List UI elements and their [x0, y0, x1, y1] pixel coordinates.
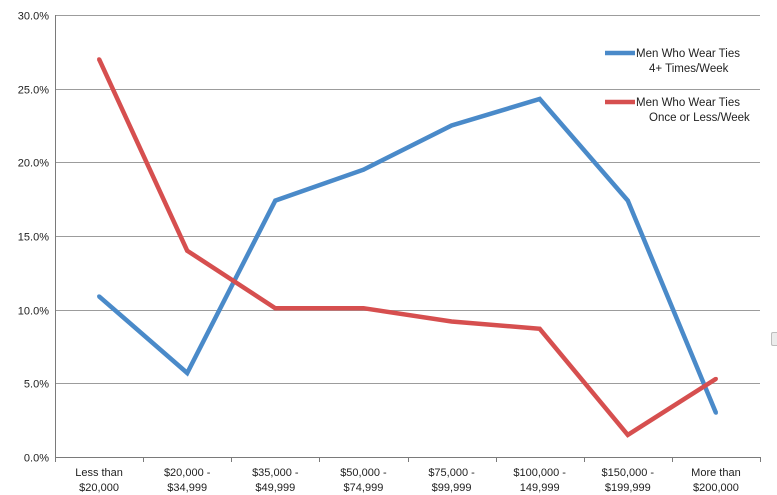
- x-axis-tick-labels: Less than $20,000 $20,000 - $34,999 $35,000 …: [75, 467, 740, 494]
- gridlines: [55, 15, 760, 384]
- data-point: [361, 306, 366, 311]
- data-point: [185, 371, 190, 376]
- x-tick-label-line: 149,999: [520, 482, 560, 494]
- x-tick-label-line: $74,999: [344, 482, 384, 494]
- x-tick-label-line: $20,000: [79, 482, 119, 494]
- series-line-1: [97, 96, 718, 414]
- x-tick-label: $20,000 - $34,999: [164, 467, 211, 494]
- x-tick-label-line: $49,999: [255, 482, 295, 494]
- x-tick-label: More than $200,000: [691, 467, 741, 494]
- x-tick-label: $150,000 - $199,999: [602, 467, 655, 494]
- legend-label-line: Men Who Wear Ties: [636, 97, 740, 109]
- x-tick-label-line: Less than: [75, 467, 123, 479]
- x-tick-label-line: $99,999: [432, 482, 472, 494]
- x-tick-label: $50,000 - $74,999: [340, 467, 387, 494]
- data-point: [97, 294, 102, 299]
- y-tick-label: 5.0%: [24, 379, 49, 391]
- y-tick-label: 30.0%: [18, 11, 49, 23]
- data-point: [537, 96, 542, 101]
- y-tick-label: 0.0%: [24, 453, 49, 465]
- x-tick-label-line: More than: [691, 467, 741, 479]
- series-lines: [97, 57, 718, 438]
- data-point: [273, 198, 278, 203]
- data-point: [625, 432, 630, 437]
- data-point: [625, 198, 630, 203]
- data-point: [185, 248, 190, 253]
- x-tick-label-line: $150,000 -: [602, 467, 655, 479]
- y-axis-tick-labels: 0.0% 5.0% 10.0% 15.0% 20.0% 25.0% 30.0%: [18, 11, 49, 465]
- axes: [55, 15, 761, 462]
- series-line-2: [97, 58, 718, 438]
- y-tick-label: 10.0%: [18, 306, 49, 318]
- data-point: [97, 57, 102, 62]
- legend-label-line: 4+ Times/Week: [649, 63, 729, 75]
- x-tick-label: $100,000 - 149,999: [513, 467, 566, 494]
- x-tick-label-line: $200,000: [693, 482, 739, 494]
- data-point: [713, 410, 718, 415]
- x-tick-label: Less than $20,000: [75, 467, 123, 494]
- scroll-edge-handle[interactable]: [771, 332, 777, 346]
- x-tick-label-line: $34,999: [167, 482, 207, 494]
- x-tick-label-line: $35,000 -: [252, 467, 299, 479]
- x-tick-label-line: $20,000 -: [164, 467, 211, 479]
- y-tick-label: 25.0%: [18, 85, 49, 97]
- data-point: [449, 123, 454, 128]
- x-tick-label-line: $199,999: [605, 482, 651, 494]
- y-tick-label: 20.0%: [18, 158, 49, 170]
- x-tick-label: $75,000 - $99,999: [428, 467, 475, 494]
- data-point: [537, 326, 542, 331]
- data-point: [273, 306, 278, 311]
- legend-label-line: Men Who Wear Ties: [636, 48, 740, 60]
- x-tick-label-line: $100,000 -: [513, 467, 566, 479]
- data-point: [713, 376, 718, 381]
- data-point: [449, 319, 454, 324]
- x-tick-label-line: $50,000 -: [340, 467, 387, 479]
- x-tick-label: $35,000 - $49,999: [252, 467, 299, 494]
- y-tick-label: 15.0%: [18, 232, 49, 244]
- legend-label-line: Once or Less/Week: [649, 112, 750, 124]
- x-tick-label-line: $75,000 -: [428, 467, 475, 479]
- data-point: [361, 167, 366, 172]
- legend-label: Men Who Wear Ties Once or Less/Week: [636, 97, 750, 124]
- legend-label: Men Who Wear Ties 4+ Times/Week: [636, 48, 740, 75]
